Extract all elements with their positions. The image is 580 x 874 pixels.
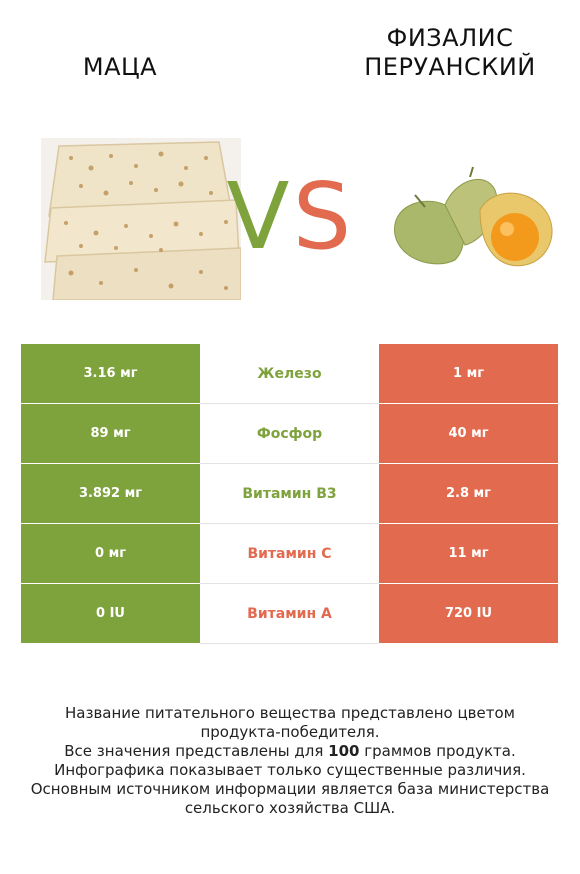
left-food-title: Маца (82, 53, 158, 81)
matzo-image (41, 138, 241, 300)
footer-line-6: сельского хозяйства США. (184, 799, 396, 817)
table-row: 89 мг Фосфор 40 мг (21, 404, 558, 464)
left-value-cell: 3.16 мг (21, 344, 200, 404)
footer-notes: Название питательного вещества представл… (10, 704, 570, 818)
left-value-cell: 3.892 мг (21, 464, 200, 524)
right-value-cell: 2.8 мг (379, 464, 558, 524)
footer-line-3-pre: Все значения представлены для (64, 742, 329, 760)
left-value-cell: 89 мг (21, 404, 200, 464)
right-food-title: Физалис перуанский (340, 24, 560, 82)
footer-line-3-post: граммов продукта. (359, 742, 516, 760)
right-food-title-line1: Физалис (386, 24, 514, 52)
right-value-cell: 11 мг (379, 524, 558, 584)
footer-line-4: Инфографика показывает только существенн… (54, 761, 526, 779)
footer-line-5: Основным источником информации является … (30, 780, 550, 798)
nutrient-name-cell: Витамин B3 (200, 464, 379, 524)
table-row: 3.892 мг Витамин B3 2.8 мг (21, 464, 558, 524)
table-row: 0 IU Витамин A 720 IU (21, 584, 558, 644)
left-value-cell: 0 IU (21, 584, 200, 644)
comparison-table: 3.16 мг Железо 1 мг 89 мг Фосфор 40 мг 3.892 м… (21, 344, 558, 644)
right-value-cell: 1 мг (379, 344, 558, 404)
right-food-title-line2: перуанский (364, 53, 536, 81)
vs-letter-s: S (293, 168, 351, 258)
physalis-image (394, 166, 553, 267)
right-value-cell: 720 IU (379, 584, 558, 644)
vs-label: V S (227, 168, 352, 258)
footer-line-1: Название питательного вещества представл… (65, 704, 515, 722)
nutrient-name-cell: Железо (200, 344, 379, 404)
vs-letter-v: V (227, 168, 290, 258)
table-row: 0 мг Витамин C 11 мг (21, 524, 558, 584)
footer-line-2: продукта-победителя. (200, 723, 380, 741)
right-value-cell: 40 мг (379, 404, 558, 464)
left-value-cell: 0 мг (21, 524, 200, 584)
nutrient-name-cell: Витамин A (200, 584, 379, 644)
nutrient-name-cell: Фосфор (200, 404, 379, 464)
table-row: 3.16 мг Железо 1 мг (21, 344, 558, 404)
footer-line-3-bold: 100 (328, 742, 360, 760)
nutrient-name-cell: Витамин C (200, 524, 379, 584)
footer-line-3: Все значения представлены для 100 граммо… (10, 742, 570, 761)
